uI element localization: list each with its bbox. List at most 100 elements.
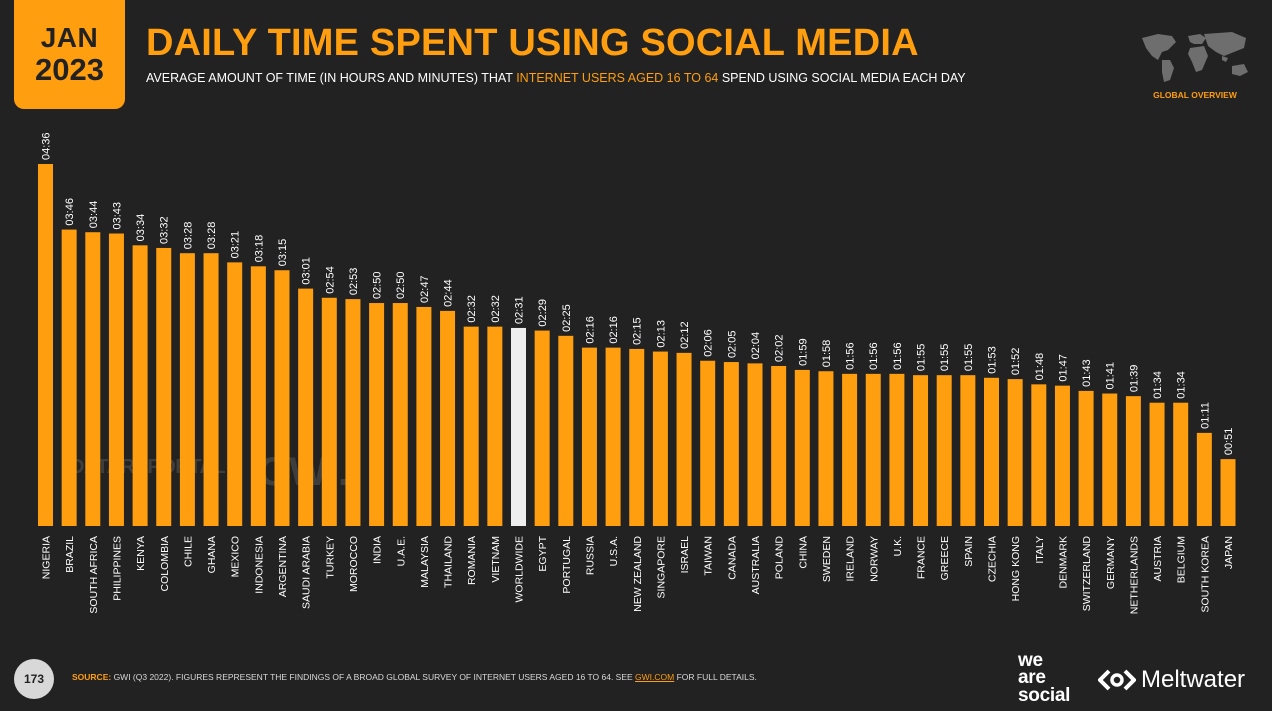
value-label: 03:28 bbox=[182, 222, 194, 250]
bar-indonesia bbox=[250, 266, 266, 526]
value-label: 01:56 bbox=[868, 342, 880, 370]
category-label: THAILAND bbox=[443, 536, 455, 588]
source-link[interactable]: GWI.COM bbox=[635, 672, 675, 682]
category-label: BRAZIL bbox=[64, 536, 76, 573]
category-label: PORTUGAL bbox=[561, 536, 573, 594]
source-label: SOURCE: bbox=[72, 672, 112, 682]
category-label: NIGERIA bbox=[41, 536, 53, 579]
category-label: BELGIUM bbox=[1176, 536, 1188, 583]
value-label: 01:58 bbox=[821, 340, 833, 368]
category-label: CHINA bbox=[797, 536, 809, 569]
category-label: EGYPT bbox=[537, 535, 549, 571]
bar-egypt bbox=[534, 330, 550, 526]
bar-poland bbox=[771, 365, 787, 526]
value-label: 01:34 bbox=[1152, 371, 1164, 399]
logo-line-are: are bbox=[1018, 667, 1046, 689]
value-label: 02:25 bbox=[561, 304, 573, 332]
bar-portugal bbox=[558, 335, 574, 526]
category-label: KENYA bbox=[135, 536, 147, 571]
value-label: 02:04 bbox=[750, 332, 762, 360]
bar-philippines bbox=[108, 233, 124, 526]
bar-spain bbox=[960, 375, 976, 526]
value-label: 02:05 bbox=[726, 331, 738, 359]
value-label: 01:55 bbox=[963, 344, 975, 372]
value-label: 01:53 bbox=[987, 346, 999, 374]
category-label: U.S.A. bbox=[608, 536, 620, 566]
bar-romania bbox=[463, 326, 479, 526]
category-label: CZECHIA bbox=[987, 536, 999, 582]
date-month: JAN bbox=[40, 22, 99, 53]
value-label: 02:50 bbox=[372, 271, 384, 299]
bar-thailand bbox=[440, 310, 456, 526]
value-label: 01:39 bbox=[1128, 365, 1140, 393]
category-label: PHILIPPINES bbox=[111, 536, 123, 601]
bar-turkey bbox=[321, 297, 337, 526]
meltwater-logo: Meltwater bbox=[1098, 666, 1245, 694]
category-label: AUSTRALIA bbox=[750, 536, 762, 594]
category-label: ARGENTINA bbox=[277, 536, 289, 597]
bar-sweden bbox=[818, 371, 834, 526]
value-label: 03:28 bbox=[206, 222, 218, 250]
bar-italy bbox=[1031, 384, 1047, 526]
value-label: 03:43 bbox=[111, 202, 123, 230]
bar-saudi-arabia bbox=[298, 288, 314, 526]
category-label: FRANCE bbox=[916, 536, 928, 579]
subtitle-pre: AVERAGE AMOUNT OF TIME (IN HOURS AND MIN… bbox=[146, 71, 517, 85]
value-label: 02:44 bbox=[443, 279, 455, 307]
value-label: 03:01 bbox=[301, 257, 313, 285]
value-label: 03:44 bbox=[88, 201, 100, 229]
value-label: 02:31 bbox=[514, 296, 526, 324]
category-label: ROMANIA bbox=[466, 536, 478, 585]
bar-worldwide bbox=[511, 327, 526, 526]
value-label: 02:06 bbox=[703, 329, 715, 357]
value-label: 01:56 bbox=[892, 342, 904, 370]
bar-taiwan bbox=[700, 360, 716, 526]
category-label: INDONESIA bbox=[253, 536, 265, 594]
category-label: RUSSIA bbox=[584, 536, 596, 575]
bar-hong-kong bbox=[1007, 379, 1023, 526]
bar-germany bbox=[1102, 393, 1118, 526]
value-label: 01:59 bbox=[797, 338, 809, 366]
category-label: GHANA bbox=[206, 536, 218, 573]
category-label: NETHERLANDS bbox=[1128, 536, 1140, 614]
bar-kenya bbox=[132, 245, 148, 526]
category-label: SINGAPORE bbox=[655, 536, 667, 598]
bar-israel bbox=[676, 352, 692, 526]
value-label: 03:15 bbox=[277, 239, 289, 267]
value-label: 02:15 bbox=[632, 317, 644, 345]
category-label: TAIWAN bbox=[703, 536, 715, 576]
bar-u-k bbox=[889, 373, 905, 526]
value-label: 03:21 bbox=[230, 231, 242, 259]
page-number: 173 bbox=[14, 659, 54, 699]
value-label: 02:32 bbox=[490, 295, 502, 323]
bar-norway bbox=[865, 373, 881, 526]
category-label: MOROCCO bbox=[348, 536, 360, 592]
bar-malaysia bbox=[416, 306, 432, 526]
category-label: SPAIN bbox=[963, 536, 975, 567]
category-label: U.K. bbox=[892, 536, 904, 556]
value-label: 02:32 bbox=[466, 295, 478, 323]
bar-south-korea bbox=[1196, 432, 1212, 526]
category-label: SOUTH AFRICA bbox=[88, 536, 100, 614]
section-label: GLOBAL OVERVIEW bbox=[1153, 90, 1237, 100]
world-map-icon bbox=[1142, 32, 1248, 82]
value-label: 01:55 bbox=[916, 344, 928, 372]
category-label: NEW ZEALAND bbox=[632, 536, 644, 612]
bar-india bbox=[369, 303, 385, 526]
bar-switzerland bbox=[1078, 390, 1094, 526]
bar-japan bbox=[1220, 459, 1236, 526]
value-label: 02:29 bbox=[537, 299, 549, 327]
bar-russia bbox=[581, 347, 597, 526]
category-label: AUSTRIA bbox=[1152, 536, 1164, 582]
we-are-social-logo: we are social bbox=[1018, 651, 1070, 705]
value-label: 01:34 bbox=[1176, 371, 1188, 399]
bar-ghana bbox=[203, 253, 219, 526]
category-label: GREECE bbox=[939, 536, 951, 580]
value-label: 02:13 bbox=[655, 320, 667, 348]
bar-belgium bbox=[1173, 402, 1189, 526]
category-label: NORWAY bbox=[868, 536, 880, 582]
bar-singapore bbox=[652, 351, 668, 526]
value-label: 01:43 bbox=[1081, 359, 1093, 387]
bar-south-africa bbox=[85, 232, 101, 527]
category-label: ISRAEL bbox=[679, 536, 691, 574]
